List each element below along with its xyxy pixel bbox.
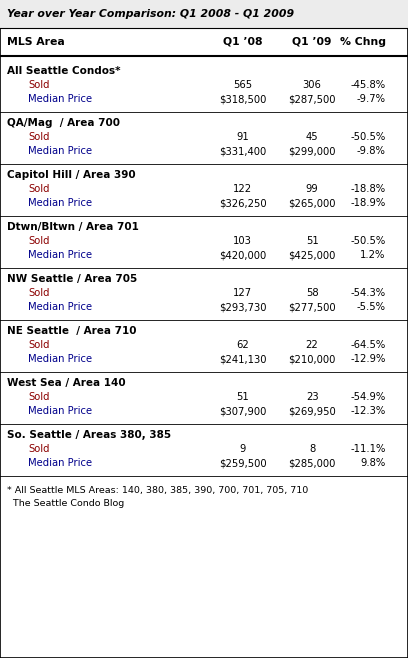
- Text: Median Price: Median Price: [28, 198, 92, 208]
- Text: $287,500: $287,500: [288, 94, 336, 104]
- Text: 22: 22: [306, 340, 319, 350]
- Text: Year over Year Comparison: Q1 2008 - Q1 2009: Year over Year Comparison: Q1 2008 - Q1 …: [7, 9, 294, 19]
- Text: 1.2%: 1.2%: [360, 250, 386, 260]
- Text: -9.7%: -9.7%: [357, 94, 386, 104]
- Text: -45.8%: -45.8%: [350, 80, 386, 90]
- Text: $259,500: $259,500: [219, 458, 266, 468]
- Text: $326,250: $326,250: [219, 198, 266, 208]
- Text: $331,400: $331,400: [219, 146, 266, 156]
- Text: -5.5%: -5.5%: [357, 302, 386, 312]
- Text: All Seattle Condos*: All Seattle Condos*: [7, 66, 120, 76]
- Text: 565: 565: [233, 80, 252, 90]
- Text: 9: 9: [239, 444, 246, 454]
- Text: Sold: Sold: [28, 132, 50, 142]
- Text: $241,130: $241,130: [219, 354, 266, 364]
- Text: Median Price: Median Price: [28, 302, 92, 312]
- Text: -54.3%: -54.3%: [350, 288, 386, 298]
- Text: % Chng: % Chng: [339, 37, 386, 47]
- Text: MLS Area: MLS Area: [7, 37, 65, 47]
- Text: -50.5%: -50.5%: [350, 132, 386, 142]
- Text: 8: 8: [309, 444, 315, 454]
- Text: 62: 62: [236, 340, 249, 350]
- Text: 306: 306: [303, 80, 322, 90]
- Text: Sold: Sold: [28, 340, 50, 350]
- Text: 122: 122: [233, 184, 252, 194]
- Text: $299,000: $299,000: [288, 146, 336, 156]
- Text: -12.3%: -12.3%: [350, 406, 386, 416]
- Text: 91: 91: [236, 132, 249, 142]
- Text: Median Price: Median Price: [28, 458, 92, 468]
- Text: $277,500: $277,500: [288, 302, 336, 312]
- Text: Q1 ’09: Q1 ’09: [293, 37, 332, 47]
- Text: $265,000: $265,000: [288, 198, 336, 208]
- Text: 58: 58: [306, 288, 318, 298]
- Text: 45: 45: [306, 132, 318, 142]
- Text: Capitol Hill / Area 390: Capitol Hill / Area 390: [7, 170, 135, 180]
- Text: -64.5%: -64.5%: [350, 340, 386, 350]
- Text: $425,000: $425,000: [288, 250, 336, 260]
- Text: -11.1%: -11.1%: [350, 444, 386, 454]
- Bar: [0, 0, 408, 28]
- Text: Dtwn/Bltwn / Area 701: Dtwn/Bltwn / Area 701: [7, 222, 139, 232]
- Text: 9.8%: 9.8%: [360, 458, 386, 468]
- Text: Sold: Sold: [28, 444, 50, 454]
- Text: -50.5%: -50.5%: [350, 236, 386, 246]
- Text: Sold: Sold: [28, 236, 50, 246]
- Text: The Seattle Condo Blog: The Seattle Condo Blog: [7, 499, 124, 507]
- Text: NE Seattle  / Area 710: NE Seattle / Area 710: [7, 326, 137, 336]
- Text: 99: 99: [306, 184, 319, 194]
- Text: 103: 103: [233, 236, 252, 246]
- Text: $307,900: $307,900: [219, 406, 266, 416]
- Text: -54.9%: -54.9%: [350, 392, 386, 402]
- Text: Sold: Sold: [28, 288, 50, 298]
- Text: Sold: Sold: [28, 80, 50, 90]
- Text: 51: 51: [236, 392, 249, 402]
- Text: -9.8%: -9.8%: [357, 146, 386, 156]
- Text: $269,950: $269,950: [288, 406, 336, 416]
- Text: -18.9%: -18.9%: [350, 198, 386, 208]
- Text: 23: 23: [306, 392, 318, 402]
- Text: * All Seattle MLS Areas: 140, 380, 385, 390, 700, 701, 705, 710: * All Seattle MLS Areas: 140, 380, 385, …: [7, 486, 308, 495]
- Text: $285,000: $285,000: [288, 458, 336, 468]
- Text: NW Seattle / Area 705: NW Seattle / Area 705: [7, 274, 137, 284]
- Text: -12.9%: -12.9%: [350, 354, 386, 364]
- Text: $420,000: $420,000: [219, 250, 266, 260]
- Text: $293,730: $293,730: [219, 302, 266, 312]
- Text: Median Price: Median Price: [28, 250, 92, 260]
- Text: Q1 ’08: Q1 ’08: [223, 37, 262, 47]
- Text: $210,000: $210,000: [288, 354, 336, 364]
- Text: Median Price: Median Price: [28, 406, 92, 416]
- Text: -18.8%: -18.8%: [350, 184, 386, 194]
- Text: Sold: Sold: [28, 392, 50, 402]
- Text: 127: 127: [233, 288, 252, 298]
- Text: Median Price: Median Price: [28, 354, 92, 364]
- Text: $318,500: $318,500: [219, 94, 266, 104]
- Text: Sold: Sold: [28, 184, 50, 194]
- Text: QA/Mag  / Area 700: QA/Mag / Area 700: [7, 118, 120, 128]
- Text: Median Price: Median Price: [28, 146, 92, 156]
- Text: Median Price: Median Price: [28, 94, 92, 104]
- Text: 51: 51: [306, 236, 319, 246]
- Text: West Sea / Area 140: West Sea / Area 140: [7, 378, 126, 388]
- Text: So. Seattle / Areas 380, 385: So. Seattle / Areas 380, 385: [7, 430, 171, 440]
